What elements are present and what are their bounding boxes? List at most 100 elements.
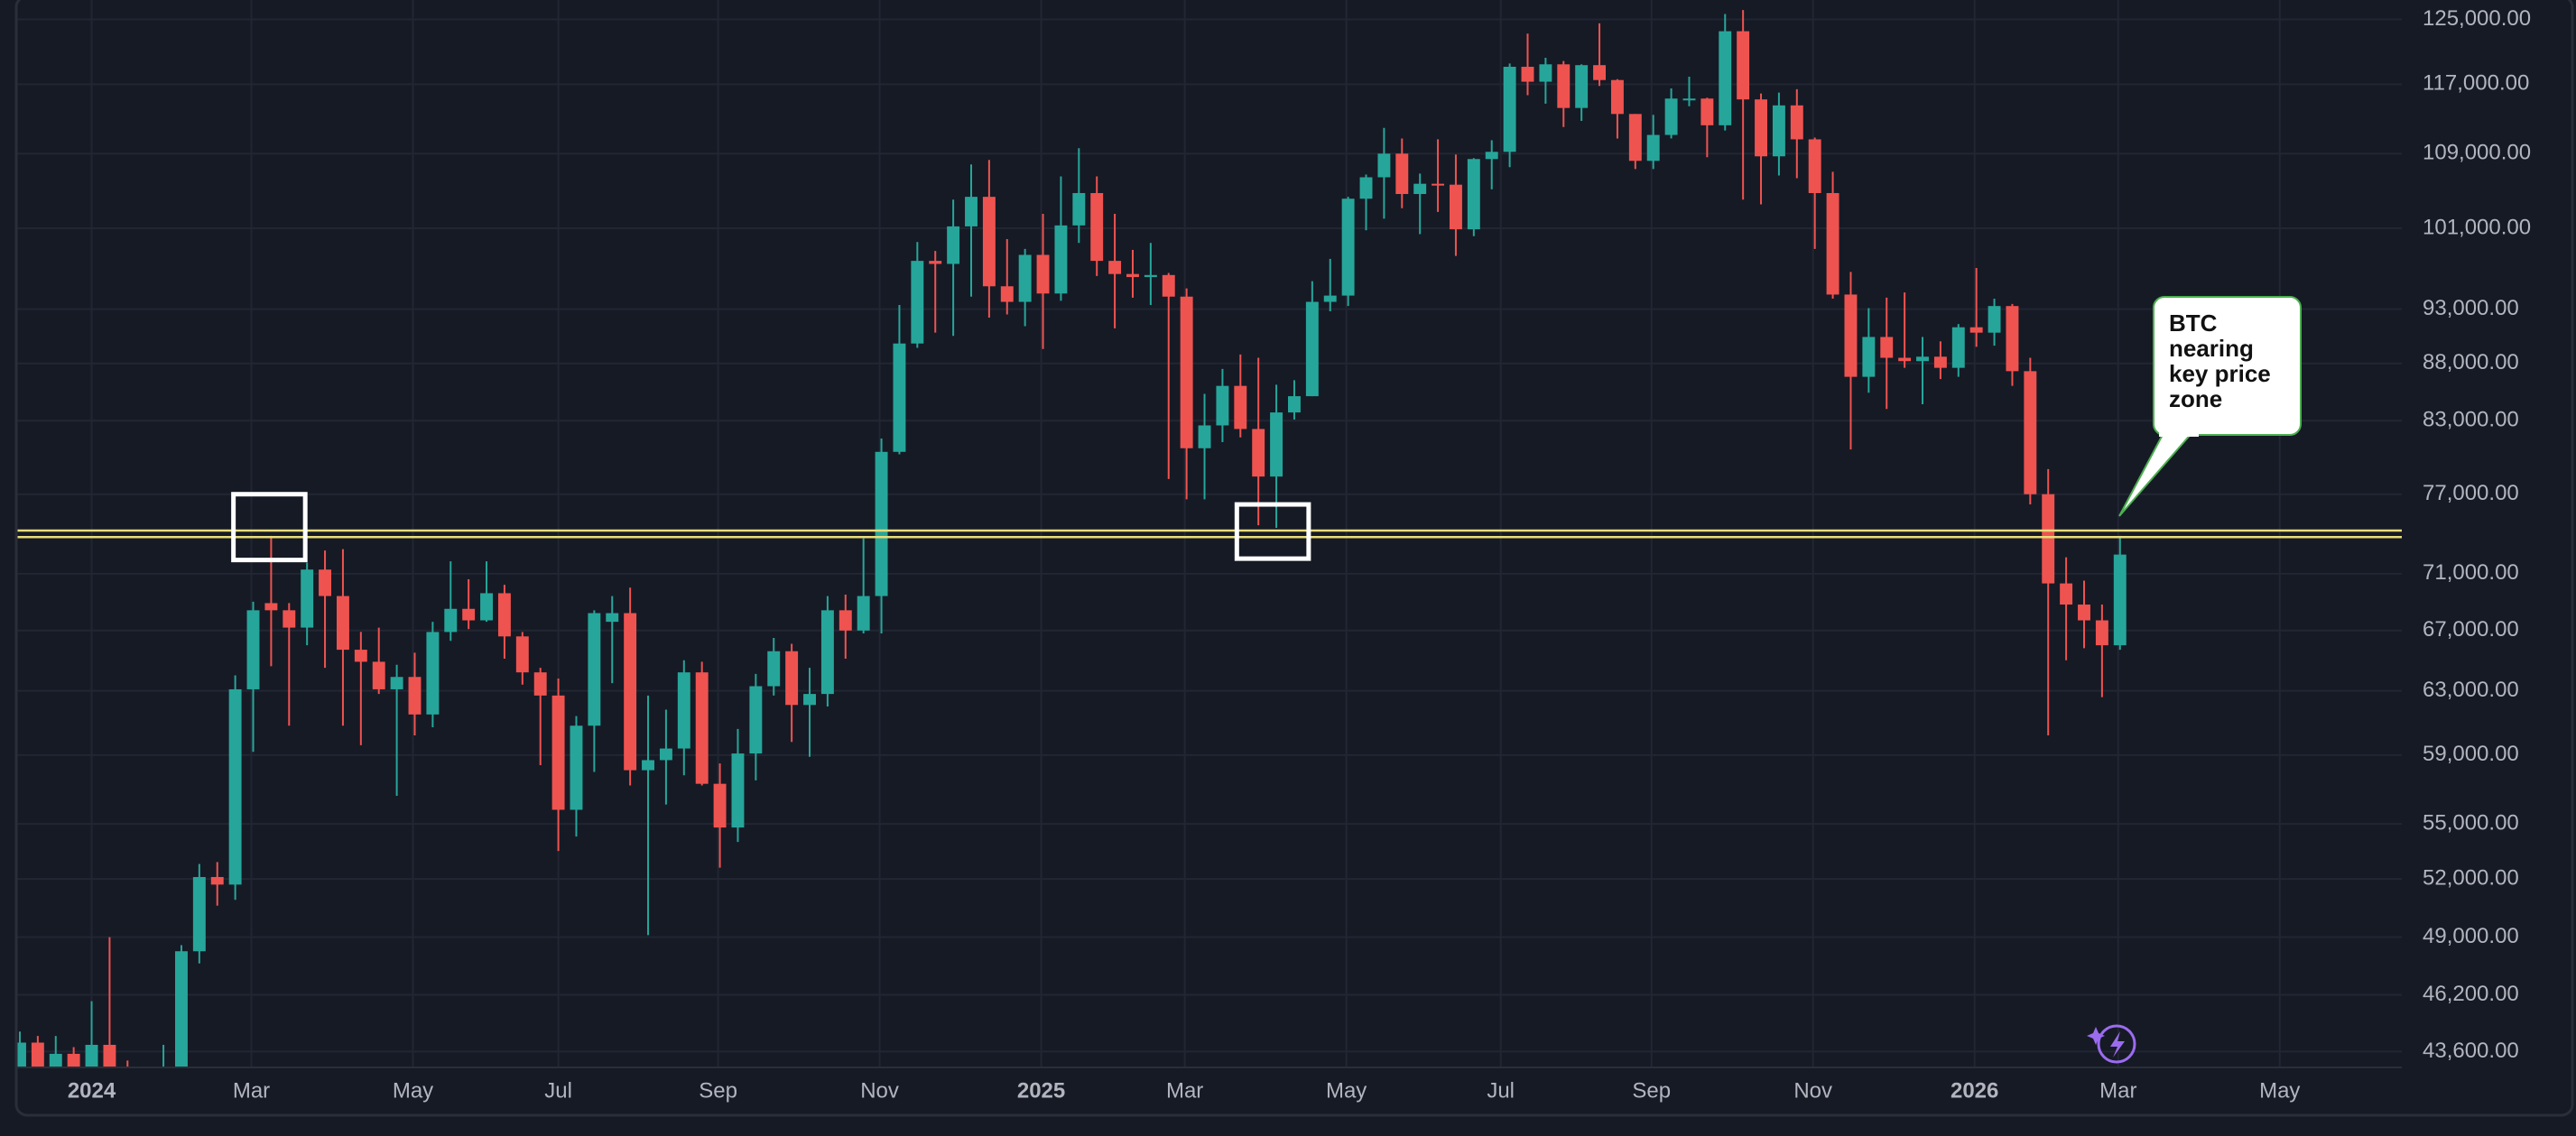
candle-body: [1628, 114, 1642, 162]
callout-joint: [2159, 424, 2199, 437]
x-tick-label: May: [1326, 1078, 1367, 1103]
candle-body: [1664, 98, 1678, 135]
candle-body: [947, 226, 960, 264]
assistant-icon[interactable]: [2087, 1024, 2136, 1064]
candle-body: [767, 651, 781, 687]
candle-body: [820, 610, 834, 695]
candle-body: [1988, 306, 2001, 333]
candle-body: [444, 608, 458, 633]
candle-body: [624, 613, 637, 771]
candle-body: [1018, 254, 1032, 302]
candle-body: [192, 876, 206, 952]
candle-body: [659, 748, 672, 761]
callout-text: BTC nearing key price zone: [2169, 310, 2271, 412]
plot-area: [16, 10, 2402, 1067]
candle-body: [731, 753, 745, 828]
candle-body: [1234, 385, 1247, 429]
candle-body: [533, 672, 547, 696]
candle-body: [283, 610, 296, 628]
y-tick-label: 88,000.00: [2423, 350, 2519, 374]
candle-body: [1933, 356, 1947, 368]
highlight-box: [1234, 502, 1311, 561]
candle-body: [1449, 184, 1462, 230]
candle-body: [1341, 199, 1355, 296]
candle-body: [1485, 152, 1498, 160]
candle-body: [1719, 31, 1732, 125]
candle-body: [588, 613, 601, 726]
candle-body: [2095, 620, 2108, 646]
candle-body: [408, 677, 422, 715]
candle-body: [85, 1044, 98, 1067]
candle-body: [1467, 159, 1480, 230]
candle-body: [515, 636, 529, 673]
candle-body: [1072, 192, 1086, 226]
candle-body: [857, 596, 870, 631]
candle-body: [551, 695, 565, 810]
candle-body: [839, 610, 852, 631]
candle-body: [1198, 425, 1211, 448]
candle-body: [264, 603, 278, 611]
x-tick-label: Nov: [1793, 1078, 1832, 1103]
candle-body: [1270, 412, 1283, 477]
candle-body: [2024, 371, 2037, 494]
candle-body: [1216, 385, 1229, 426]
y-tick-label: 67,000.00: [2423, 617, 2519, 642]
candle-body: [785, 651, 799, 706]
candle-body: [462, 608, 476, 621]
chart-frame: [14, 0, 2574, 1117]
candle-body: [2042, 494, 2055, 584]
x-tick-label: Nov: [860, 1078, 899, 1103]
candle-body: [426, 632, 440, 715]
candle-body: [1646, 134, 1660, 162]
candle-body: [1323, 295, 1337, 302]
candle-body: [713, 783, 727, 828]
y-tick-label: 55,000.00: [2423, 810, 2519, 835]
y-tick-label: 93,000.00: [2423, 296, 2519, 320]
y-tick-label: 83,000.00: [2423, 408, 2519, 432]
candle-body: [642, 760, 654, 771]
y-tick-label: 109,000.00: [2423, 141, 2531, 165]
y-tick-label: 46,200.00: [2423, 982, 2519, 1006]
candle-body: [354, 650, 367, 662]
x-tick-label: Mar: [233, 1078, 270, 1103]
candle-body: [1108, 261, 1122, 274]
candle-body: [677, 672, 690, 749]
candle-body: [893, 343, 906, 452]
candle-body: [1054, 225, 1068, 294]
icon-sparkle: [2087, 1027, 2105, 1045]
candle-body: [1898, 357, 1912, 362]
candle-body: [749, 686, 763, 754]
x-tick-label: Mar: [2099, 1078, 2136, 1103]
candle-body: [1737, 31, 1750, 100]
y-tick-label: 49,000.00: [2423, 924, 2519, 948]
candle-body: [1610, 79, 1624, 115]
candle-body: [372, 661, 385, 689]
candle-body: [228, 688, 242, 885]
candle-body: [1126, 273, 1139, 278]
icon-ring: [2097, 1024, 2136, 1064]
candle-body: [31, 1042, 44, 1067]
candle-body: [2113, 554, 2127, 646]
candle-body: [1521, 67, 1534, 82]
candle-body: [965, 197, 978, 226]
candle-body: [1951, 327, 1965, 368]
y-tick-label: 125,000.00: [2423, 6, 2531, 31]
candle-body: [1432, 183, 1445, 186]
candle-body: [2078, 605, 2090, 621]
x-tick-label: 2024: [68, 1078, 116, 1103]
candle-body: [803, 694, 816, 706]
candle-body: [319, 569, 332, 596]
candle-body: [2060, 583, 2073, 605]
candle-body: [1682, 98, 1696, 101]
candle-body: [1395, 153, 1409, 195]
candle-body: [1790, 105, 1803, 140]
candle-body: [49, 1053, 62, 1067]
candle-body: [1826, 192, 1839, 295]
candle-body: [103, 1044, 116, 1067]
y-tick-label: 52,000.00: [2423, 865, 2519, 890]
candle-body: [480, 593, 494, 621]
y-tick-label: 59,000.00: [2423, 742, 2519, 766]
candle-body: [1359, 177, 1373, 199]
candle-body: [695, 672, 709, 784]
